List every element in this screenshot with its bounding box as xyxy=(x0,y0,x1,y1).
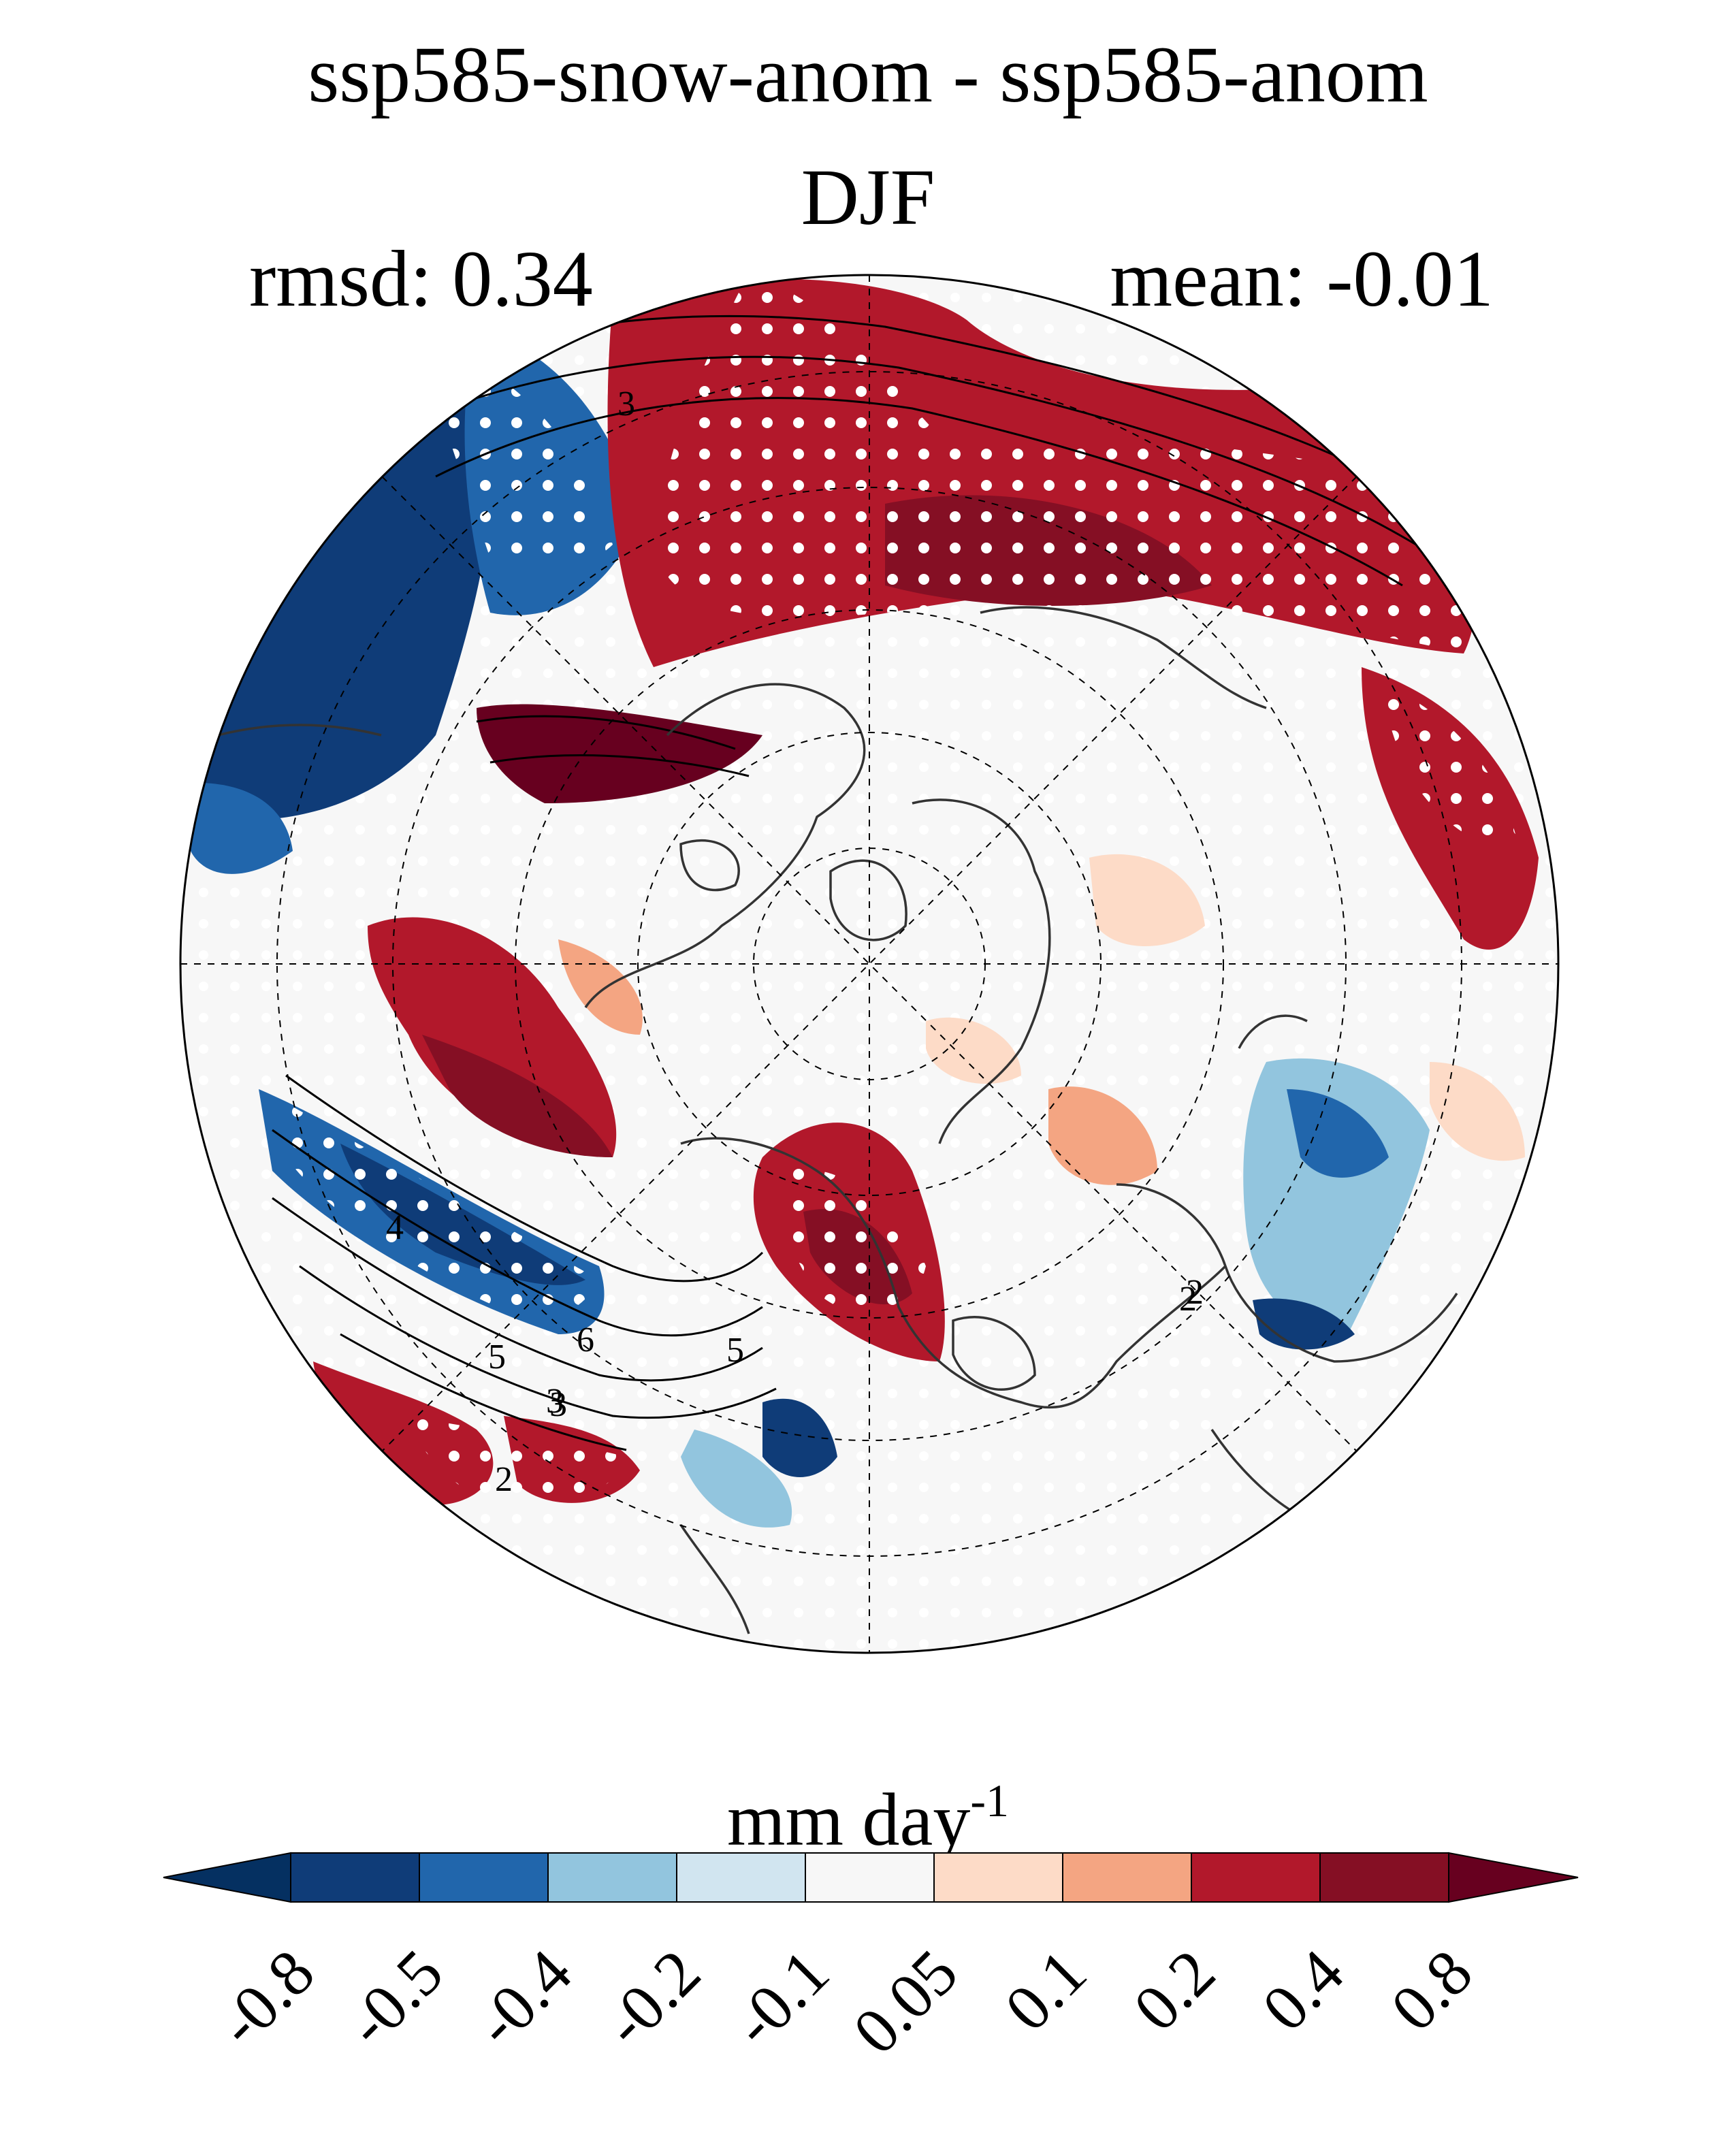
contour-line xyxy=(299,1265,777,1419)
colorbar-unit: mm day-1 xyxy=(0,1756,1736,1864)
anomaly-region-negative xyxy=(1243,1058,1430,1334)
coastline xyxy=(1238,1014,1308,1049)
stippling-region xyxy=(776,1168,926,1317)
coastline xyxy=(584,683,866,1008)
colorbar-tick-label: 0.8 xyxy=(1377,1935,1486,2045)
meridian-line xyxy=(381,476,1357,1452)
coastline xyxy=(980,606,1267,709)
map-border xyxy=(179,274,1560,1654)
coastline xyxy=(1116,1183,1458,1363)
colorbar-tick-label: -0.5 xyxy=(332,1935,457,2060)
rmsd-stat: rmsd: 0.34 xyxy=(249,234,593,323)
contour-line xyxy=(340,1333,627,1451)
colorbar-tick-label: 0.4 xyxy=(1248,1935,1357,2045)
contour-line xyxy=(489,754,750,777)
colorbar-segment xyxy=(1319,1852,1449,1903)
coastline xyxy=(912,798,1051,1144)
contour-line xyxy=(285,1074,764,1282)
colorbar-tick-label: -0.1 xyxy=(718,1935,843,2060)
stippling-region xyxy=(286,1103,599,1321)
contour-line xyxy=(272,1129,763,1337)
colorbar-tick-label: -0.2 xyxy=(590,1935,714,2060)
contour-label: 3 xyxy=(549,1385,567,1424)
unit-main: mm day xyxy=(726,1778,971,1861)
colorbar-segment xyxy=(676,1852,806,1903)
colorbar-tick-label: 0.2 xyxy=(1119,1935,1229,2045)
coastline xyxy=(952,1316,1036,1391)
contour-label: 3 xyxy=(546,1382,564,1421)
coastline xyxy=(679,839,740,892)
latitude-circle xyxy=(515,609,1224,1319)
colorbar-tick-label: 0.1 xyxy=(991,1935,1100,2045)
contour-label: 2 xyxy=(1179,1280,1197,1319)
anomaly-region-negative xyxy=(191,783,293,874)
anomaly-region-positive xyxy=(1048,1086,1157,1185)
anomaly-region-negative xyxy=(1253,1298,1355,1350)
season-label: DJF xyxy=(801,152,935,242)
coastline xyxy=(679,1524,750,1634)
colorbar-tick-label: 0.05 xyxy=(839,1935,971,2067)
stippling-region xyxy=(1375,681,1518,847)
anomaly-region-positive xyxy=(1089,854,1205,946)
latitude-circle xyxy=(392,487,1347,1441)
anomaly-region-positive xyxy=(926,1017,1021,1084)
contour-label: 2 xyxy=(495,1460,513,1499)
colorbar-segment xyxy=(1191,1852,1321,1903)
anomaly-region-negative xyxy=(1287,1089,1389,1178)
colorbar-segment xyxy=(290,1852,420,1903)
anomaly-region-positive xyxy=(422,1035,613,1157)
contour-label: 5 xyxy=(726,1331,744,1370)
contour-label: 3 xyxy=(617,385,635,423)
chart-title: ssp585-snow-anom - ssp585-anom xyxy=(308,30,1428,119)
contour-label: 5 xyxy=(488,1338,506,1376)
colorbar-segment xyxy=(419,1852,549,1903)
coastlines xyxy=(217,606,1458,1634)
coastline xyxy=(829,859,907,941)
anomaly-region-positive xyxy=(477,704,762,803)
colorbar-tick-label: -0.4 xyxy=(461,1935,585,2060)
coastline xyxy=(217,724,382,737)
colorbar-tick-label: -0.8 xyxy=(204,1935,328,2060)
stippling-region xyxy=(654,275,1464,653)
meridian-line xyxy=(381,476,1357,1452)
contour-line xyxy=(476,715,736,750)
contour-label: 4 xyxy=(386,1208,404,1247)
anomaly-region-negative xyxy=(762,1398,837,1477)
unit-exponent: -1 xyxy=(970,1775,1010,1826)
contour-label: 6 xyxy=(577,1321,594,1359)
contour-label: 2 xyxy=(1186,1273,1204,1312)
colorbar-segment xyxy=(547,1852,677,1903)
stippling-region xyxy=(408,1416,626,1503)
colorbar-extension-low xyxy=(163,1852,291,1903)
colorbar: -0.8 -0.5 -0.4 -0.2 -0.10.05 0.1 0.2 0.4 0.8 xyxy=(163,1852,1579,2068)
mean-stat: mean: -0.01 xyxy=(1110,234,1494,323)
anomaly-region-positive xyxy=(1430,1062,1525,1161)
coastline xyxy=(680,1137,1227,1409)
contour-line xyxy=(435,397,1403,587)
colorbar-segment xyxy=(933,1852,1063,1903)
graticule xyxy=(180,275,1558,1653)
colorbar-segment xyxy=(1062,1852,1192,1903)
colorbar-segment xyxy=(805,1852,935,1903)
anomaly-region-negative xyxy=(681,1430,792,1528)
colorbar-extension-high xyxy=(1448,1852,1579,1903)
contour-line xyxy=(408,355,1417,546)
latitude-circle xyxy=(637,732,1102,1196)
